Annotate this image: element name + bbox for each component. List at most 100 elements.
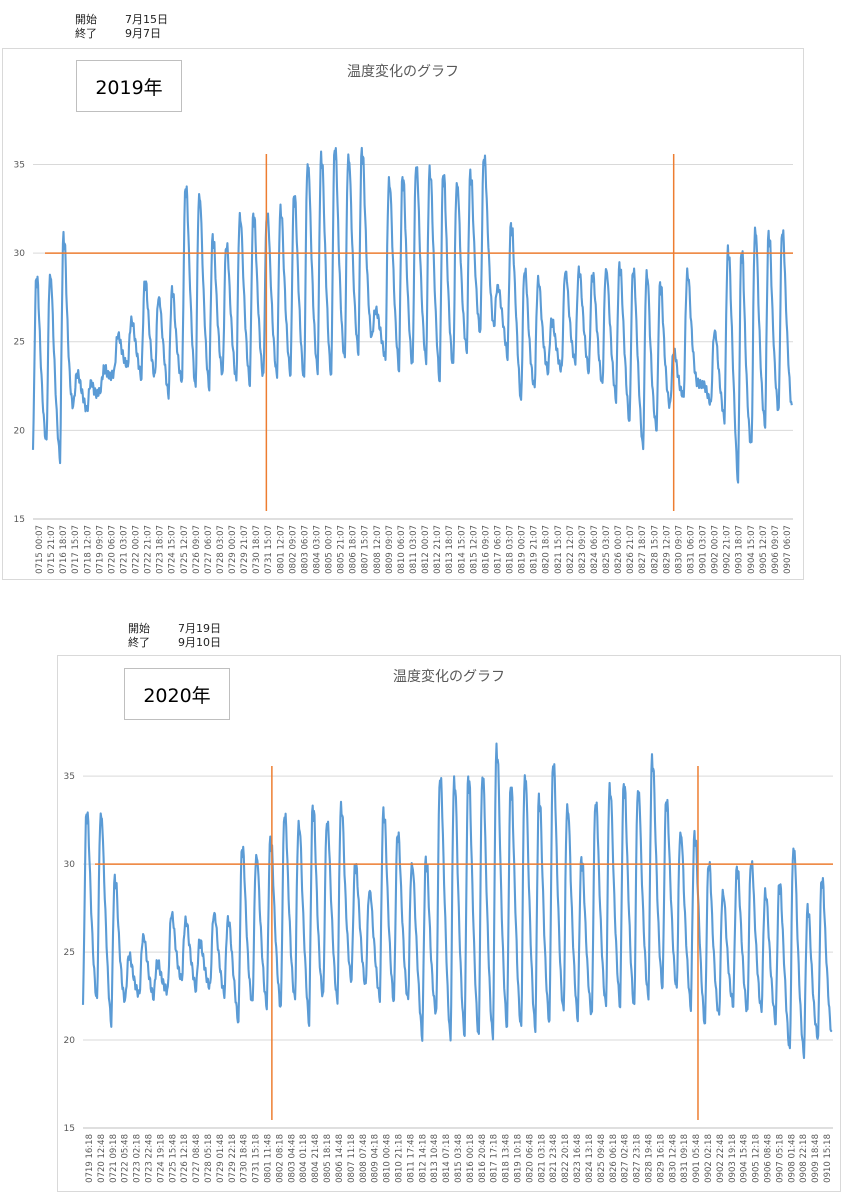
start-label: 開始 bbox=[75, 13, 97, 26]
y-tick-label: 15 bbox=[14, 515, 25, 525]
x-tick-label: 0814 15:07 bbox=[457, 525, 467, 574]
x-tick-label: 0809 09:07 bbox=[385, 525, 395, 574]
x-tick-label: 0728 05:18 bbox=[204, 1134, 214, 1183]
y-tick-label: 35 bbox=[64, 772, 75, 782]
x-tick-label: 0908 01:48 bbox=[787, 1134, 797, 1183]
x-tick-label: 0723 18:07 bbox=[156, 525, 166, 574]
x-tick-label: 0901 05:48 bbox=[692, 1134, 702, 1183]
chart-plot-2019: 15 20 25 30 35 0715 00:07 0715 21:07 0716 18:07… bbox=[14, 146, 793, 574]
chart-panel-2019: 温度変化のグラフ 2019年 15 20 25 30 35 0715 00:07 0715 … bbox=[2, 48, 804, 580]
x-tick-label: 0831 06:07 bbox=[686, 525, 696, 574]
x-tick-label: 0715 21:07 bbox=[47, 525, 57, 574]
x-tick-label: 0812 00:07 bbox=[421, 525, 431, 574]
x-tick-label: 0729 22:18 bbox=[228, 1134, 238, 1183]
x-tick-label: 0718 12:07 bbox=[83, 525, 93, 574]
x-tick-label: 0820 18:07 bbox=[542, 525, 552, 574]
start-date: 7月15日 bbox=[125, 13, 168, 26]
x-tick-label: 0810 06:07 bbox=[397, 525, 407, 574]
x-tick-label: 0820 06:48 bbox=[525, 1134, 535, 1183]
x-tick-label: 0721 09:18 bbox=[109, 1134, 119, 1183]
x-tick-label: 0816 09:07 bbox=[481, 525, 491, 574]
end-label: 終了 bbox=[75, 27, 97, 40]
x-tick-label: 0817 17:18 bbox=[490, 1134, 500, 1183]
x-tick-label: 0827 02:48 bbox=[621, 1134, 631, 1183]
x-tick-label: 0908 22:18 bbox=[799, 1134, 809, 1183]
x-tick-label: 0715 00:07 bbox=[35, 525, 45, 574]
chart-plot-2020: 15 20 25 30 35 0719 16:18 0720 12:48 0721 09:18… bbox=[64, 742, 833, 1183]
x-tick-label: 0805 00:07 bbox=[325, 525, 335, 574]
x-tick-label: 0730 18:48 bbox=[240, 1134, 250, 1183]
x-tick-label: 0901 03:07 bbox=[699, 525, 709, 574]
x-tick-label: 0831 09:18 bbox=[680, 1134, 690, 1183]
x-tick-label: 0811 03:07 bbox=[409, 525, 419, 574]
x-tick-label: 0804 01:18 bbox=[299, 1134, 309, 1183]
y-tick-label: 30 bbox=[64, 860, 76, 870]
x-tick-label: 0731 15:18 bbox=[252, 1134, 262, 1183]
x-tick-label: 0809 04:18 bbox=[371, 1134, 381, 1183]
x-tick-label: 0811 17:48 bbox=[406, 1134, 416, 1183]
x-tick-label: 0822 20:18 bbox=[561, 1134, 571, 1183]
x-tick-label: 0903 18:07 bbox=[735, 525, 745, 574]
x-tick-label: 0724 19:18 bbox=[156, 1134, 166, 1183]
x-tick-label: 0813 10:48 bbox=[430, 1134, 440, 1183]
period-info-2019: 開始 7月15日 終了 9月7日 bbox=[75, 13, 168, 41]
x-tick-label: 0727 08:48 bbox=[192, 1134, 202, 1183]
x-tick-label: 0815 12:07 bbox=[469, 525, 479, 574]
x-tick-label: 0804 21:48 bbox=[311, 1134, 321, 1183]
x-tick-label: 0821 03:18 bbox=[537, 1134, 547, 1183]
x-tick-label: 0819 10:18 bbox=[514, 1134, 524, 1183]
x-tick-label: 0816 00:18 bbox=[466, 1134, 476, 1183]
x-tick-label: 0720 12:48 bbox=[97, 1134, 107, 1183]
year-label-box: 2020年 bbox=[124, 668, 230, 720]
x-tick-label: 0822 12:07 bbox=[566, 525, 576, 574]
x-tick-label: 0731 15:07 bbox=[264, 525, 274, 574]
x-tick-label: 0907 06:07 bbox=[783, 525, 793, 574]
temperature-series-line bbox=[31, 146, 793, 484]
y-tick-label: 35 bbox=[14, 160, 25, 170]
x-tick-label: 0725 15:48 bbox=[168, 1134, 178, 1183]
x-tick-label: 0902 02:18 bbox=[704, 1134, 714, 1183]
x-tick-label: 0830 12:48 bbox=[668, 1134, 678, 1183]
x-tick-label: 0722 21:07 bbox=[144, 525, 154, 574]
x-tick-label: 0902 21:07 bbox=[723, 525, 733, 574]
start-label: 開始 bbox=[128, 622, 150, 635]
x-tick-label: 0824 13:18 bbox=[585, 1134, 595, 1183]
year-label-box: 2019年 bbox=[76, 60, 182, 112]
x-tick-label: 0808 12:07 bbox=[373, 525, 383, 574]
x-tick-label: 0906 08:48 bbox=[764, 1134, 774, 1183]
y-tick-label: 25 bbox=[64, 948, 75, 958]
x-tick-label: 0819 00:07 bbox=[518, 525, 528, 574]
x-tick-label: 0802 08:18 bbox=[275, 1134, 285, 1183]
x-tick-label: 0807 11:18 bbox=[347, 1134, 357, 1183]
x-tick-label: 0816 20:48 bbox=[478, 1134, 488, 1183]
temperature-series-line bbox=[81, 742, 833, 1060]
x-tick-label: 0805 18:18 bbox=[323, 1134, 333, 1183]
x-tick-label: 0806 18:07 bbox=[349, 525, 359, 574]
x-tick-label: 0803 04:48 bbox=[287, 1134, 297, 1183]
x-tick-label: 0716 18:07 bbox=[59, 525, 69, 574]
x-tick-label: 0812 14:18 bbox=[418, 1134, 428, 1183]
y-tick-label: 15 bbox=[64, 1124, 75, 1134]
x-tick-label: 0804 03:07 bbox=[312, 525, 322, 574]
x-tick-label: 0730 18:07 bbox=[252, 525, 262, 574]
x-tick-label: 0902 22:48 bbox=[716, 1134, 726, 1183]
x-tick-label: 0823 09:07 bbox=[578, 525, 588, 574]
start-date: 7月19日 bbox=[178, 622, 221, 635]
x-tick-label: 0719 16:18 bbox=[85, 1134, 95, 1183]
x-tick-label: 0821 23:48 bbox=[549, 1134, 559, 1183]
x-tick-label: 0910 15:18 bbox=[823, 1134, 833, 1183]
x-tick-label: 0829 16:18 bbox=[656, 1134, 666, 1183]
x-tick-label: 0903 19:18 bbox=[728, 1134, 738, 1183]
x-tick-label: 0905 12:18 bbox=[752, 1134, 762, 1183]
x-tick-label: 0906 09:07 bbox=[771, 525, 781, 574]
x-tick-label: 0728 03:07 bbox=[216, 525, 226, 574]
end-date: 9月10日 bbox=[178, 636, 221, 649]
x-tick-label: 0817 06:07 bbox=[493, 525, 503, 574]
x-tick-label: 0826 00:07 bbox=[614, 525, 624, 574]
x-tick-label: 0829 12:07 bbox=[662, 525, 672, 574]
x-tick-label: 0813 18:07 bbox=[445, 525, 455, 574]
x-tick-label: 0723 02:18 bbox=[133, 1134, 143, 1183]
x-tick-label: 0825 03:07 bbox=[602, 525, 612, 574]
x-tick-label: 0726 09:07 bbox=[192, 525, 202, 574]
x-tick-label: 0826 06:18 bbox=[609, 1134, 619, 1183]
